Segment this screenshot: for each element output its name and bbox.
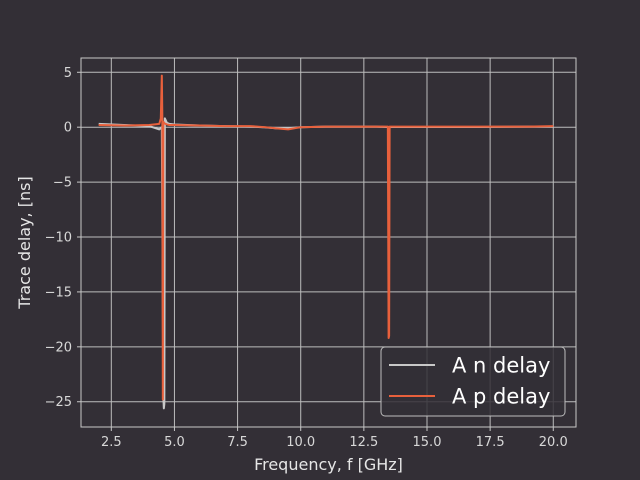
y-tick-label: −20 [45, 340, 72, 355]
x-tick-label: 17.5 [476, 435, 505, 450]
series-group [98, 74, 554, 410]
plot-frame [80, 57, 577, 428]
series-line-a-p-delay [98, 74, 554, 401]
y-tick-label: −10 [45, 231, 72, 246]
x-tick-label: 7.5 [227, 435, 248, 450]
x-tick-label: 10.0 [286, 435, 315, 450]
legend-label-a-n-delay: A n delay [452, 354, 550, 378]
x-tick-label: 2.5 [101, 435, 122, 450]
x-tick-label: 20.0 [539, 435, 568, 450]
y-tick-label: −15 [45, 285, 72, 300]
y-tick-label: 5 [64, 66, 72, 81]
y-tick-label: −25 [45, 395, 72, 410]
y-axis-label: Trace delay, [ns] [15, 176, 34, 309]
y-tick-label: −5 [53, 176, 72, 191]
x-tick-label: 5.0 [164, 435, 185, 450]
y-tick-label: 0 [64, 121, 72, 136]
legend: A n delay A p delay [380, 346, 566, 417]
legend-label-a-p-delay: A p delay [452, 385, 550, 409]
ticks: 2.5 5.0 7.5 10.0 12.5 15.0 17.5 20.0 5 0 −5 −10 −15 −… [45, 66, 568, 450]
x-tick-label: 15.0 [413, 435, 442, 450]
x-tick-label: 12.5 [349, 435, 378, 450]
x-axis-label: Frequency, f [GHz] [254, 455, 403, 474]
